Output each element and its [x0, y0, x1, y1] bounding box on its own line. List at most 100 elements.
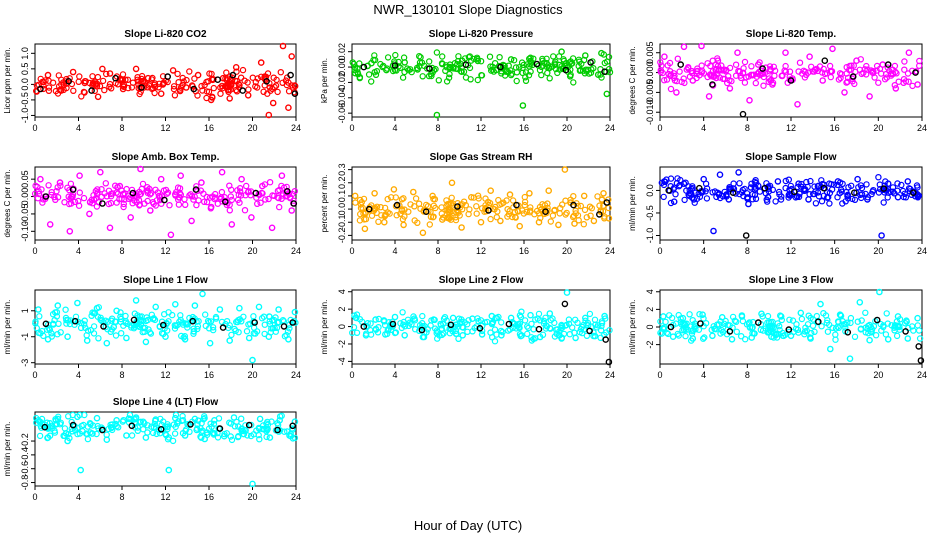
- data-point: [362, 331, 370, 339]
- data-point: [163, 424, 171, 431]
- data-point: [229, 71, 237, 79]
- data-point: [561, 300, 569, 308]
- data-point: [671, 72, 678, 80]
- data-point: [440, 330, 447, 337]
- data-point: [680, 180, 688, 187]
- y-tick-label: 0.02: [337, 43, 347, 61]
- data-point: [70, 87, 77, 95]
- y-tick-label: -4: [337, 357, 347, 365]
- y-tick-label: -0.05: [20, 204, 30, 225]
- data-point: [198, 179, 205, 186]
- data-point: [189, 317, 196, 325]
- data-point: [257, 199, 264, 206]
- data-point: [904, 178, 912, 185]
- data-point: [597, 327, 605, 334]
- data-point: [660, 193, 667, 201]
- data-point: [36, 432, 44, 440]
- panel-title: Slope Gas Stream RH: [430, 152, 533, 163]
- panel-title: Slope Sample Flow: [745, 152, 836, 163]
- data-point: [124, 192, 132, 199]
- data-point: [663, 76, 671, 83]
- x-tick-label: 12: [786, 123, 796, 133]
- data-point: [837, 312, 845, 320]
- data-point: [419, 323, 426, 330]
- data-point: [226, 207, 233, 214]
- data-point: [516, 222, 524, 230]
- data-point: [38, 186, 45, 193]
- data-point: [455, 335, 462, 342]
- x-tick-label: 4: [701, 123, 706, 133]
- data-point: [40, 85, 47, 93]
- data-point: [905, 49, 913, 57]
- data-point: [138, 84, 145, 91]
- data-point: [910, 327, 917, 334]
- data-point: [787, 332, 795, 340]
- data-point: [128, 422, 136, 430]
- data-point: [726, 328, 734, 335]
- data-point: [210, 84, 217, 92]
- data-point: [879, 61, 887, 68]
- y-tick-label: 0.5: [20, 63, 30, 76]
- data-point: [878, 232, 885, 239]
- data-point: [594, 193, 601, 200]
- data-point: [252, 78, 259, 86]
- data-point: [866, 93, 873, 100]
- data-point: [83, 337, 91, 344]
- data-point: [703, 185, 711, 192]
- x-tick-label: 24: [917, 370, 927, 380]
- data-point: [914, 314, 921, 322]
- data-point: [227, 86, 234, 93]
- data-point: [824, 328, 832, 335]
- data-point: [815, 182, 822, 190]
- data-point: [181, 432, 189, 439]
- data-point: [504, 205, 511, 213]
- data-point: [798, 315, 806, 323]
- y-tick-label: 2: [337, 307, 347, 312]
- data-point: [546, 310, 554, 317]
- data-point: [170, 83, 178, 90]
- data-point: [789, 317, 797, 324]
- data-point: [397, 320, 404, 327]
- x-tick-label: 8: [119, 492, 124, 502]
- x-tick-label: 4: [76, 370, 81, 380]
- data-point: [836, 311, 844, 319]
- data-point: [238, 425, 245, 433]
- data-point: [512, 64, 520, 71]
- data-point: [535, 218, 543, 226]
- data-point: [714, 57, 722, 65]
- data-point: [580, 220, 588, 228]
- data-point: [57, 87, 65, 94]
- data-point: [235, 329, 242, 336]
- data-point: [113, 307, 120, 315]
- data-point: [579, 67, 587, 74]
- data-point: [533, 60, 541, 68]
- data-point: [745, 200, 752, 208]
- data-point: [570, 201, 577, 209]
- series-cloud: [33, 66, 299, 102]
- data-point: [255, 431, 262, 439]
- data-point: [748, 334, 756, 341]
- data-point: [290, 200, 298, 207]
- y-tick-label: 0.1: [337, 190, 347, 203]
- data-point: [412, 326, 419, 333]
- data-point: [688, 190, 695, 198]
- data-point: [572, 334, 579, 342]
- data-point: [905, 185, 913, 192]
- data-point: [854, 175, 861, 183]
- data-point: [97, 168, 104, 176]
- data-point: [119, 71, 127, 78]
- data-point: [878, 327, 885, 334]
- data-point: [41, 423, 49, 431]
- data-point: [893, 332, 901, 340]
- data-point: [915, 327, 923, 334]
- data-point: [861, 66, 869, 73]
- data-point: [92, 81, 99, 88]
- data-point: [689, 77, 697, 84]
- data-point: [199, 87, 206, 94]
- data-point: [165, 466, 173, 474]
- data-point: [99, 200, 106, 207]
- data-point: [834, 178, 842, 185]
- data-point: [672, 190, 679, 198]
- data-point: [239, 87, 246, 94]
